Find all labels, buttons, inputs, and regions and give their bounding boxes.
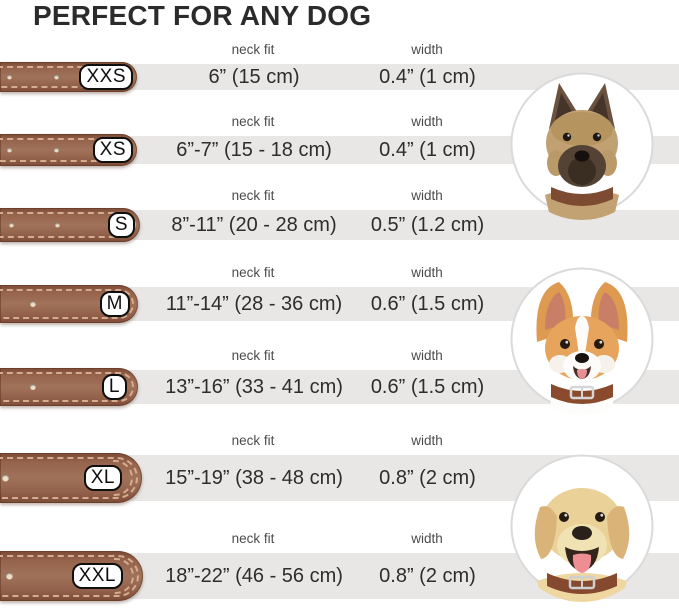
neck-fit-value: 6” (15 cm) [208, 65, 300, 88]
width-header: width [411, 188, 443, 203]
collar-strap: S [0, 208, 140, 242]
width-value: 0.6” (1.5 cm) [370, 375, 485, 398]
collar-strap: XXL [0, 551, 143, 601]
neck-fit-header: neck fit [231, 265, 275, 280]
collar-hole [7, 147, 12, 153]
collar-strap: M [0, 285, 138, 323]
width-value: 0.6” (1.5 cm) [370, 292, 485, 315]
dog-photo-medium [509, 266, 655, 418]
neck-fit-value: 11”-14” (28 - 36 cm) [165, 292, 343, 315]
neck-fit-header: neck fit [231, 114, 275, 129]
width-value: 0.4” (1 cm) [379, 65, 476, 88]
collar-stitching [0, 372, 134, 402]
collar-hole [6, 572, 13, 580]
collar-hole [9, 222, 14, 228]
labrador-dog-photo [510, 454, 654, 602]
neck-fit-value: 15”-19” (38 - 48 cm) [165, 466, 343, 489]
width-header: width [411, 433, 443, 448]
collar-strap: XXS [0, 62, 137, 92]
neck-fit-header: neck fit [231, 42, 275, 57]
width-header: width [411, 531, 443, 546]
collar-hole [2, 474, 9, 482]
terrier-dog-photo [510, 72, 654, 220]
collar-strap: XS [0, 134, 137, 166]
collar-stitching [0, 555, 139, 597]
width-header: width [411, 114, 443, 129]
collar-strap: L [0, 368, 138, 406]
width-value: 0.4” (1 cm) [379, 138, 476, 161]
neck-fit-header: neck fit [231, 348, 275, 363]
collar-hole [7, 74, 12, 80]
width-value: 0.5” (1.2 cm) [370, 213, 485, 236]
neck-fit-header: neck fit [231, 188, 275, 203]
width-value: 0.8” (2 cm) [379, 564, 476, 587]
width-value: 0.8” (2 cm) [379, 466, 476, 489]
page-title: PERFECT FOR ANY DOG [33, 0, 372, 31]
dog-photo-large [509, 453, 655, 605]
neck-fit-value: 13”-16” (33 - 41 cm) [165, 375, 343, 398]
size-badge: XL [83, 465, 122, 491]
neck-fit-header: neck fit [231, 433, 275, 448]
size-badge: L [101, 374, 127, 400]
collar-stitching [0, 457, 138, 499]
neck-fit-header: neck fit [231, 531, 275, 546]
collar-strap: XL [0, 453, 142, 503]
size-badge: XXL [71, 563, 123, 589]
width-header: width [411, 265, 443, 280]
collar-hole [30, 384, 36, 390]
size-badge: S [107, 212, 135, 238]
collar-hole [30, 301, 36, 307]
width-header: width [411, 348, 443, 363]
size-badge: XS [92, 137, 133, 163]
collar-hole [55, 222, 60, 228]
size-badge: M [99, 291, 130, 317]
width-header: width [411, 42, 443, 57]
dog-photo-small [509, 71, 655, 223]
collar-stitching [0, 289, 134, 319]
collar-hole [54, 74, 59, 80]
collar-stitching [0, 212, 136, 238]
size-badge: XXS [79, 64, 133, 90]
neck-fit-value: 8”-11” (20 - 28 cm) [171, 213, 337, 236]
neck-fit-value: 18”-22” (46 - 56 cm) [165, 564, 343, 587]
corgi-dog-photo [510, 267, 654, 415]
collar-hole [54, 147, 59, 153]
neck-fit-value: 6”-7” (15 - 18 cm) [176, 138, 332, 161]
